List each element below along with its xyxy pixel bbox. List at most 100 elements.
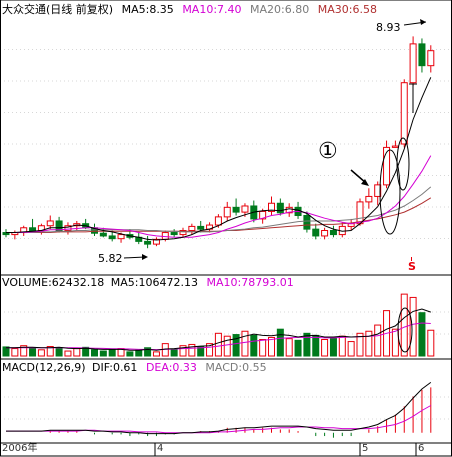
volume-bar — [268, 336, 275, 357]
volume-bar — [321, 339, 329, 357]
volume-bar — [37, 349, 45, 357]
candle-body — [223, 206, 231, 218]
high-arrowhead — [420, 19, 426, 25]
volume-bar — [170, 348, 178, 357]
volume-legend-ma5: MA5:106472.13 — [111, 276, 198, 289]
volume-bar — [400, 293, 408, 357]
highlight-ellipse — [379, 149, 401, 235]
volume-bar — [241, 330, 249, 357]
pointer-arrow — [350, 169, 367, 184]
volume-legend-ma10: MA10:78793.01 — [206, 276, 293, 289]
candle-body — [55, 220, 63, 231]
candle-body — [383, 146, 391, 186]
candle-body — [409, 43, 417, 84]
price-candles — [2, 36, 435, 249]
signal-mark: S — [408, 260, 416, 273]
candle-body — [312, 228, 320, 237]
legend-ma5: MA5:8.35 — [122, 3, 174, 16]
candle-body — [152, 238, 160, 245]
price-title: 大众交通(日线 前复权) MA5:8.35 MA10:7.40 MA20:6.8… — [2, 2, 377, 16]
volume-bar — [250, 334, 258, 357]
volume-bar — [2, 346, 10, 357]
volume-label: VOLUME:62432.18 — [2, 276, 104, 289]
candle-body — [188, 225, 196, 231]
candle-body — [418, 43, 426, 67]
pointer-arrowhead — [361, 179, 369, 186]
volume-bar — [29, 347, 37, 357]
candle-body — [241, 205, 249, 213]
volume-bar — [329, 336, 337, 357]
candle-body — [329, 229, 337, 236]
low-price-label: 5.82 — [98, 252, 123, 265]
volume-bar — [108, 348, 116, 357]
volume-bar — [179, 345, 187, 357]
volume-bar — [356, 332, 364, 357]
low-arrow — [123, 256, 146, 259]
candle-body — [365, 195, 373, 203]
stock-name: 大众交通 — [2, 2, 46, 16]
high-price-label: 8.93 — [376, 21, 401, 34]
candle-body — [108, 235, 116, 240]
candle-body — [400, 82, 408, 145]
candle-body — [391, 145, 399, 148]
volume-bar — [152, 351, 160, 357]
volume-bar — [144, 347, 152, 357]
volume-bar — [206, 343, 214, 357]
volume-bar — [276, 328, 284, 357]
candle-body — [303, 215, 311, 230]
low-arrowhead — [142, 254, 148, 260]
volume-bar — [391, 328, 399, 357]
candle-body — [276, 202, 284, 214]
volume-bar — [347, 341, 355, 357]
time-label-apr: 4 — [157, 443, 163, 454]
marker-circle-label: ① — [318, 139, 338, 164]
volume-bar — [312, 334, 320, 357]
candle-body — [259, 210, 267, 220]
volume-bar — [338, 335, 346, 357]
volume-bars — [2, 293, 435, 357]
candle-body — [46, 220, 54, 227]
volume-bar — [46, 346, 54, 357]
legend-dea: DEA:0.33 — [146, 361, 197, 374]
volume-bar — [197, 346, 205, 357]
volume-bar — [294, 339, 302, 357]
highlight-ellipse — [396, 137, 410, 191]
chart-annotations — [123, 19, 427, 353]
volume-bar — [188, 343, 196, 357]
candle-body — [179, 229, 187, 236]
legend-ma10: MA10:7.40 — [182, 3, 241, 16]
volume-bar — [427, 329, 435, 357]
volume-bar — [365, 330, 373, 357]
candle-body — [214, 216, 222, 226]
candle-body — [285, 206, 293, 214]
candle-body — [144, 240, 152, 245]
volume-bar — [135, 349, 143, 357]
legend-dif: DIF:0.61 — [92, 361, 137, 374]
volume-bar — [126, 351, 134, 357]
volume-moving-averages — [6, 308, 431, 351]
volume-bar — [285, 338, 293, 357]
volume-bar — [214, 332, 222, 357]
candle-body — [29, 227, 37, 231]
candle-body — [356, 201, 364, 225]
volume-bar — [55, 347, 63, 357]
volume-bar — [99, 350, 107, 357]
candle-body — [117, 234, 125, 240]
ma20-line — [6, 186, 432, 233]
macd-histogram — [49, 387, 432, 438]
legend-ma20: MA20:6.80 — [250, 3, 309, 16]
volume-bar — [303, 332, 311, 357]
volume-bar — [259, 339, 267, 357]
candle-body — [64, 225, 72, 231]
candle-body — [197, 225, 205, 230]
price-moving-averages — [6, 77, 432, 241]
time-label-jan: 2006年 — [2, 441, 37, 454]
volume-bar — [409, 296, 417, 357]
macd-label: MACD(12,26,9) — [2, 361, 86, 374]
period-label: (日线 前复权) — [46, 2, 113, 16]
volume-title: VOLUME:62432.18 MA5:106472.13 MA10:78793… — [2, 276, 294, 289]
volume-bar — [374, 324, 382, 357]
ma5-line — [6, 77, 432, 241]
legend-macd: MACD:0.55 — [205, 361, 266, 374]
